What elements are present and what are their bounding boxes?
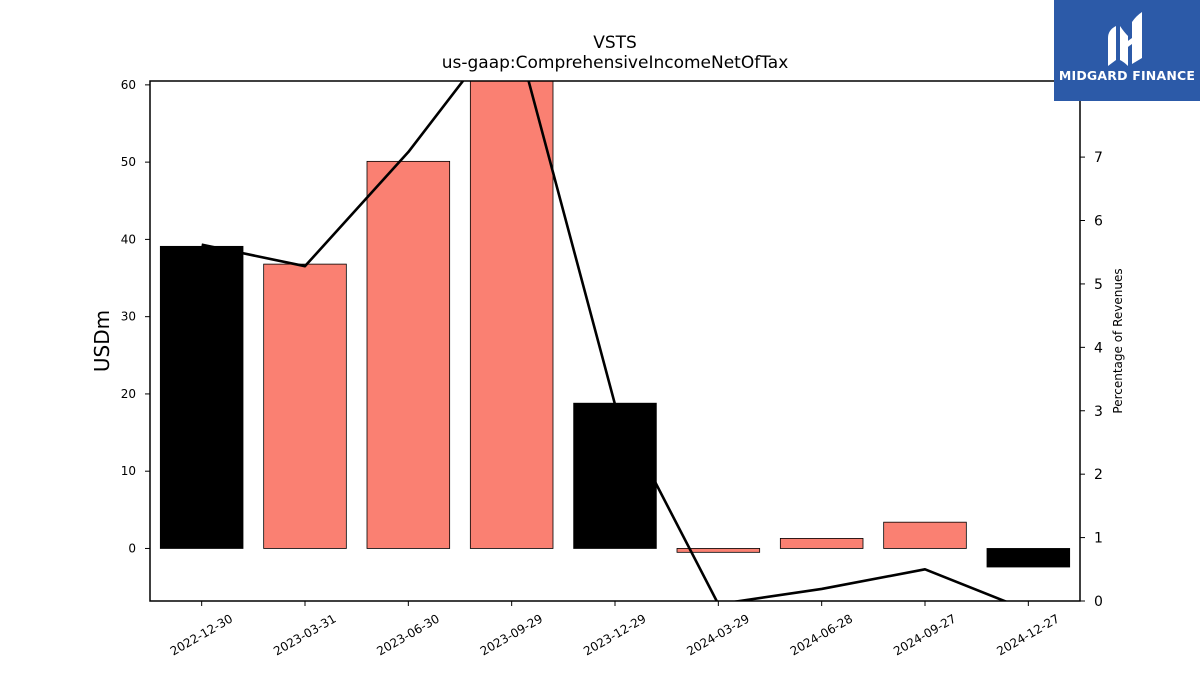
y-tick-label: 40 [121,232,136,246]
y2-tick-label: 5 [1094,277,1103,293]
bar-2024-09-27 [883,521,967,549]
bar-2023-09-29 [469,81,554,549]
bar-2022-12-30 [159,245,244,549]
bar-2024-12-27 [986,548,1071,568]
bar-2023-06-30 [366,160,451,549]
y-axis-label: USDm [90,310,114,372]
y-tick-label: 50 [121,155,136,169]
y-tick-label: 10 [121,464,136,478]
chart-subtitle: us-gaap:ComprehensiveIncomeNetOfTax [442,53,789,73]
y2-tick-label: 7 [1094,150,1103,166]
bar-2024-03-29 [676,548,761,553]
chart-title: VSTS [593,33,637,53]
y-tick-label: 0 [128,541,136,555]
y-tick-label: 30 [121,310,136,324]
bar-2023-12-29 [573,402,657,549]
x-tick-label: 2023-12-29 [581,611,648,658]
bar-2024-06-28 [779,538,864,549]
x-tick-label: 2024-06-28 [788,611,855,658]
y2-tick-label: 0 [1094,594,1103,610]
x-tick-label: 2024-09-27 [891,611,958,658]
y-tick-label: 60 [121,78,136,92]
y2-tick-label: 2 [1094,467,1103,483]
midgard-finance-logo: MIDGARD FINANCE [1054,0,1200,101]
x-tick-label: 2024-12-27 [994,611,1061,658]
x-tick-label: 2023-03-31 [271,611,338,658]
x-tick-label: 2023-09-29 [478,611,545,658]
y2-tick-label: 1 [1094,531,1103,547]
revenue-percentage-line [201,81,1008,601]
x-tick-label: 2022-12-30 [168,611,235,658]
y2-tick-label: 4 [1094,340,1103,356]
y2-tick-label: 6 [1094,214,1103,230]
y2-axis-label: Percentage of Revenues [1111,268,1125,413]
y2-tick-label: 3 [1094,404,1103,420]
logo-text: MIDGARD FINANCE [1058,68,1196,83]
y-tick-label: 20 [121,387,136,401]
midgard-logo-icon [1108,12,1142,66]
x-tick-label: 2023-06-30 [374,611,441,658]
x-tick-label: 2024-03-29 [684,611,751,658]
bar-2023-03-31 [263,263,347,549]
